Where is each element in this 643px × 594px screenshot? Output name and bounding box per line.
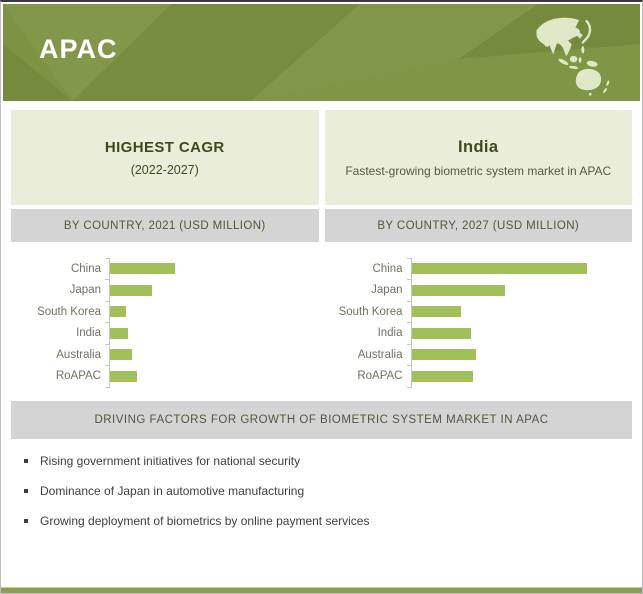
driving-factor-item: Growing deployment of biometrics by onli… bbox=[23, 514, 622, 528]
bar-japan bbox=[411, 284, 506, 296]
driving-factor-item: Dominance of Japan in automotive manufac… bbox=[23, 484, 622, 498]
india-card-subtitle: Fastest-growing biometric system market … bbox=[345, 163, 612, 178]
highest-cagr-card: HIGHEST CAGR (2022-2027) bbox=[11, 110, 319, 205]
page-title: APAC bbox=[39, 34, 118, 64]
category-label: South Korea bbox=[338, 305, 403, 318]
asia-pacific-map-graphic bbox=[536, 17, 610, 96]
category-label: RoAPAC bbox=[357, 370, 403, 383]
bar-australia bbox=[411, 349, 477, 361]
bar-track bbox=[105, 322, 319, 344]
category-label: China bbox=[372, 262, 403, 275]
chart-row: China bbox=[325, 257, 633, 280]
chart-row: India bbox=[325, 322, 633, 344]
bar-china bbox=[411, 263, 587, 275]
bar-track bbox=[105, 257, 319, 280]
category-label: India bbox=[377, 327, 403, 340]
india-highlight-card: India Fastest-growing biometric system m… bbox=[324, 110, 632, 205]
highest-cagr-period: (2022-2027) bbox=[130, 162, 199, 177]
bar-south-korea bbox=[110, 306, 127, 318]
category-label: Japan bbox=[371, 284, 403, 297]
category-label: RoAPAC bbox=[55, 370, 101, 383]
category-label: India bbox=[76, 327, 101, 340]
category-label: China bbox=[70, 262, 101, 275]
bar-japan bbox=[110, 284, 152, 296]
chart-row: RoAPAC bbox=[11, 365, 319, 387]
bar-track bbox=[406, 257, 633, 280]
bar-track bbox=[105, 300, 319, 323]
category-label: South Korea bbox=[37, 305, 101, 318]
bar-track bbox=[406, 365, 633, 387]
chart-row: India bbox=[11, 322, 319, 344]
bar-track bbox=[105, 365, 319, 387]
header-banner: APAC bbox=[3, 4, 640, 101]
chart-row: RoAPAC bbox=[325, 365, 633, 387]
bar-track bbox=[105, 343, 319, 366]
bar-south-korea bbox=[411, 306, 461, 318]
chart-row: Australia bbox=[325, 343, 633, 366]
driving-factors-header: DRIVING FACTORS FOR GROWTH OF BIOMETRIC … bbox=[11, 401, 632, 439]
bar-track bbox=[406, 279, 633, 301]
bar-australia bbox=[110, 349, 133, 361]
category-label: Japan bbox=[69, 284, 101, 297]
bar-roapac bbox=[110, 370, 138, 382]
chart-header-2021: BY COUNTRY, 2021 (USD MILLION) bbox=[11, 209, 319, 242]
chart-row: Australia bbox=[11, 343, 319, 366]
chart-row: South Korea bbox=[11, 300, 319, 323]
bar-india bbox=[110, 327, 129, 339]
category-label: Australia bbox=[56, 348, 101, 361]
chart-row: Japan bbox=[11, 279, 319, 301]
bar-china bbox=[110, 263, 176, 275]
bar-track bbox=[406, 343, 633, 366]
chart-row: South Korea bbox=[325, 300, 633, 323]
category-label: Australia bbox=[357, 348, 403, 361]
charts-row: China Japan South Korea India Australia RoAPA… bbox=[11, 248, 632, 398]
bar-roapac bbox=[411, 370, 473, 382]
bar-chart-2027: China Japan South Korea India Australia RoAPA… bbox=[325, 248, 633, 398]
chart-row: Japan bbox=[325, 279, 633, 301]
driving-factor-item: Rising government initiatives for nation… bbox=[23, 454, 622, 468]
driving-factors-list: Rising government initiatives for nation… bbox=[23, 454, 622, 544]
bar-track bbox=[105, 279, 319, 301]
chart-headers-row: BY COUNTRY, 2021 (USD MILLION) BY COUNTR… bbox=[11, 209, 632, 242]
bar-india bbox=[411, 327, 471, 339]
highlight-cards-row: HIGHEST CAGR (2022-2027) India Fastest-g… bbox=[11, 110, 632, 205]
india-card-title: India bbox=[457, 137, 499, 156]
highest-cagr-title: HIGHEST CAGR bbox=[104, 138, 225, 156]
bar-track bbox=[406, 322, 633, 344]
chart-header-2027: BY COUNTRY, 2027 (USD MILLION) bbox=[324, 209, 632, 242]
bottom-accent-strip bbox=[1, 587, 642, 593]
apac-map-icon bbox=[520, 10, 616, 98]
bar-track bbox=[406, 300, 633, 323]
chart-row: China bbox=[11, 257, 319, 280]
bar-chart-2021: China Japan South Korea India Australia RoAPA… bbox=[11, 248, 319, 398]
